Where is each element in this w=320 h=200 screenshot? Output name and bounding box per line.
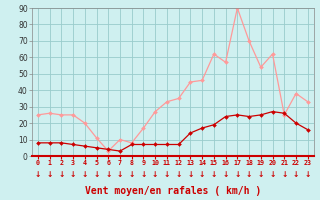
Text: ↓: ↓ [199,170,205,179]
Text: ↓: ↓ [269,170,276,179]
Text: ↓: ↓ [164,170,170,179]
Text: ↓: ↓ [117,170,123,179]
Text: ↓: ↓ [35,170,41,179]
Text: ↓: ↓ [187,170,194,179]
Text: ↓: ↓ [222,170,229,179]
Text: ↓: ↓ [258,170,264,179]
Text: ↓: ↓ [129,170,135,179]
Text: ↓: ↓ [211,170,217,179]
Text: ↓: ↓ [93,170,100,179]
Text: ↓: ↓ [281,170,287,179]
Text: ↓: ↓ [46,170,53,179]
Text: ↓: ↓ [105,170,111,179]
Text: ↓: ↓ [293,170,299,179]
Text: ↓: ↓ [305,170,311,179]
Text: ↓: ↓ [58,170,65,179]
Text: ↓: ↓ [246,170,252,179]
Text: ↓: ↓ [70,170,76,179]
Text: ↓: ↓ [140,170,147,179]
Text: ↓: ↓ [82,170,88,179]
Text: ↓: ↓ [152,170,158,179]
Text: ↓: ↓ [234,170,241,179]
Text: Vent moyen/en rafales ( km/h ): Vent moyen/en rafales ( km/h ) [85,186,261,196]
Text: ↓: ↓ [175,170,182,179]
